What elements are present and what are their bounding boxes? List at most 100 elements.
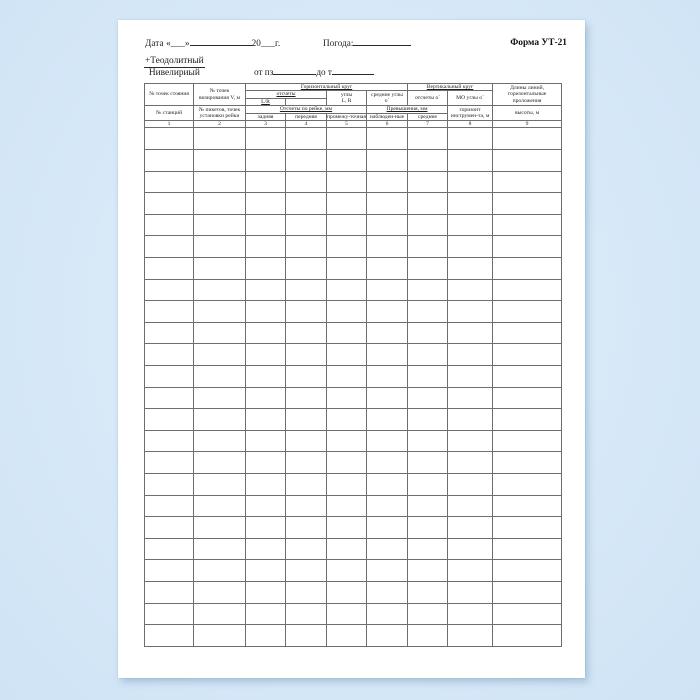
table-cell[interactable] bbox=[407, 364, 449, 388]
table-cell[interactable] bbox=[285, 516, 327, 539]
table-cell[interactable] bbox=[492, 386, 563, 410]
table-cell[interactable] bbox=[285, 429, 327, 453]
table-cell[interactable] bbox=[365, 300, 409, 323]
table-cell[interactable] bbox=[407, 386, 449, 410]
table-cell[interactable] bbox=[407, 127, 449, 151]
table-cell[interactable] bbox=[245, 408, 286, 431]
table-cell[interactable] bbox=[285, 343, 327, 366]
table-cell[interactable] bbox=[365, 580, 409, 604]
table-cell[interactable] bbox=[144, 516, 194, 539]
table-cell[interactable] bbox=[492, 451, 563, 474]
table-cell[interactable] bbox=[407, 235, 449, 258]
table-cell[interactable] bbox=[285, 321, 327, 345]
table-cell[interactable] bbox=[365, 537, 409, 561]
table-cell[interactable] bbox=[144, 602, 194, 626]
table-cell[interactable] bbox=[365, 170, 409, 194]
table-cell[interactable] bbox=[326, 494, 367, 518]
table-cell[interactable] bbox=[447, 602, 494, 626]
table-cell[interactable] bbox=[144, 386, 194, 410]
table-cell[interactable] bbox=[407, 602, 449, 626]
table-cell[interactable] bbox=[447, 494, 494, 518]
table-cell[interactable] bbox=[492, 624, 563, 647]
table-cell[interactable] bbox=[365, 429, 409, 453]
table-cell[interactable] bbox=[193, 170, 246, 194]
table-cell[interactable] bbox=[245, 257, 286, 280]
table-cell[interactable] bbox=[193, 580, 246, 604]
table-cell[interactable] bbox=[245, 300, 286, 323]
table-cell[interactable] bbox=[492, 408, 563, 431]
table-cell[interactable] bbox=[245, 364, 286, 388]
table-cell[interactable] bbox=[492, 537, 563, 561]
table-cell[interactable] bbox=[407, 321, 449, 345]
table-cell[interactable] bbox=[193, 429, 246, 453]
table-cell[interactable] bbox=[326, 321, 367, 345]
table-cell[interactable] bbox=[285, 278, 327, 302]
table-cell[interactable] bbox=[326, 559, 367, 582]
table-cell[interactable] bbox=[245, 192, 286, 215]
table-cell[interactable] bbox=[285, 494, 327, 518]
table-cell[interactable] bbox=[193, 537, 246, 561]
table-cell[interactable] bbox=[193, 278, 246, 302]
table-cell[interactable] bbox=[193, 602, 246, 626]
table-cell[interactable] bbox=[245, 472, 286, 496]
table-cell[interactable] bbox=[492, 213, 563, 237]
table-cell[interactable] bbox=[407, 451, 449, 474]
table-cell[interactable] bbox=[447, 170, 494, 194]
table-cell[interactable] bbox=[365, 213, 409, 237]
table-cell[interactable] bbox=[285, 559, 327, 582]
table-cell[interactable] bbox=[245, 235, 286, 258]
table-cell[interactable] bbox=[144, 624, 194, 647]
table-cell[interactable] bbox=[365, 343, 409, 366]
table-cell[interactable] bbox=[365, 451, 409, 474]
table-cell[interactable] bbox=[492, 364, 563, 388]
table-cell[interactable] bbox=[447, 580, 494, 604]
table-cell[interactable] bbox=[193, 559, 246, 582]
table-cell[interactable] bbox=[407, 494, 449, 518]
table-cell[interactable] bbox=[245, 451, 286, 474]
table-cell[interactable] bbox=[144, 451, 194, 474]
table-cell[interactable] bbox=[193, 149, 246, 172]
table-cell[interactable] bbox=[285, 235, 327, 258]
table-cell[interactable] bbox=[407, 343, 449, 366]
table-cell[interactable] bbox=[285, 213, 327, 237]
table-cell[interactable] bbox=[447, 300, 494, 323]
table-cell[interactable] bbox=[447, 386, 494, 410]
table-cell[interactable] bbox=[326, 451, 367, 474]
table-cell[interactable] bbox=[285, 257, 327, 280]
table-cell[interactable] bbox=[193, 408, 246, 431]
table-cell[interactable] bbox=[447, 451, 494, 474]
table-cell[interactable] bbox=[193, 386, 246, 410]
table-cell[interactable] bbox=[326, 537, 367, 561]
table-cell[interactable] bbox=[365, 149, 409, 172]
table-cell[interactable] bbox=[144, 343, 194, 366]
table-cell[interactable] bbox=[407, 624, 449, 647]
table-cell[interactable] bbox=[245, 386, 286, 410]
table-cell[interactable] bbox=[492, 343, 563, 366]
table-cell[interactable] bbox=[365, 192, 409, 215]
table-cell[interactable] bbox=[245, 278, 286, 302]
table-cell[interactable] bbox=[285, 408, 327, 431]
table-cell[interactable] bbox=[245, 580, 286, 604]
table-cell[interactable] bbox=[285, 170, 327, 194]
table-cell[interactable] bbox=[326, 235, 367, 258]
table-cell[interactable] bbox=[144, 192, 194, 215]
table-cell[interactable] bbox=[492, 300, 563, 323]
table-cell[interactable] bbox=[326, 300, 367, 323]
table-cell[interactable] bbox=[407, 149, 449, 172]
table-cell[interactable] bbox=[447, 257, 494, 280]
table-cell[interactable] bbox=[407, 192, 449, 215]
table-cell[interactable] bbox=[193, 472, 246, 496]
table-cell[interactable] bbox=[326, 386, 367, 410]
table-cell[interactable] bbox=[285, 386, 327, 410]
table-cell[interactable] bbox=[144, 494, 194, 518]
table-cell[interactable] bbox=[326, 429, 367, 453]
table-cell[interactable] bbox=[407, 257, 449, 280]
table-cell[interactable] bbox=[447, 321, 494, 345]
table-cell[interactable] bbox=[144, 149, 194, 172]
table-cell[interactable] bbox=[492, 516, 563, 539]
table-cell[interactable] bbox=[365, 408, 409, 431]
table-cell[interactable] bbox=[365, 257, 409, 280]
table-cell[interactable] bbox=[365, 559, 409, 582]
table-cell[interactable] bbox=[447, 429, 494, 453]
table-cell[interactable] bbox=[245, 494, 286, 518]
